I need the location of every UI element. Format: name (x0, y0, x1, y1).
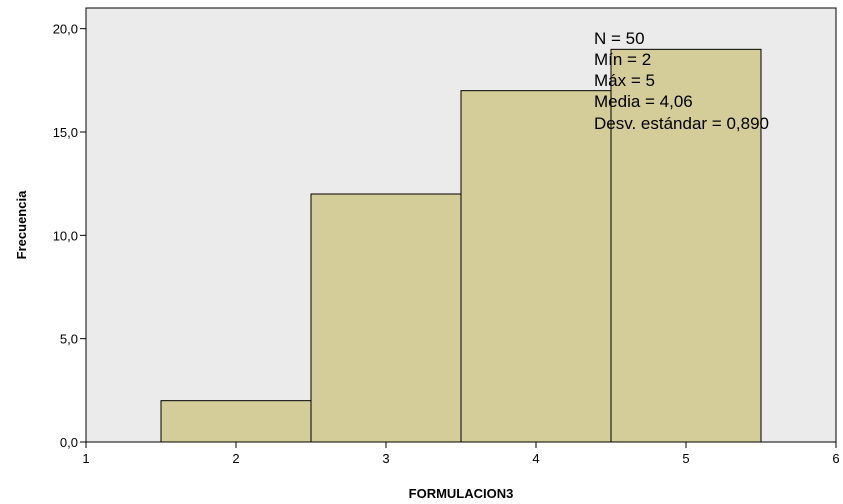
x-tick-label: 2 (232, 451, 239, 466)
stat-std-dev: Desv. estándar = 0,890 (594, 114, 769, 133)
y-tick-label: 10,0 (53, 228, 78, 243)
y-tick-label: 20,0 (53, 22, 78, 37)
bars-group (160, 48, 762, 443)
x-tick-label: 6 (832, 451, 839, 466)
stat-mean: Media = 4,06 (594, 92, 693, 111)
y-axis-ticks: 0,0 5,0 10,0 15,0 20,0 (53, 22, 86, 450)
x-axis-ticks: 1 2 3 4 5 6 (82, 442, 840, 466)
histogram-bar-3 (460, 90, 612, 443)
histogram-bar-4 (610, 48, 762, 443)
x-tick-label: 5 (682, 451, 689, 466)
y-tick-label: 5,0 (60, 332, 78, 347)
x-tick-label: 3 (382, 451, 389, 466)
stat-n: N = 50 (594, 29, 645, 48)
y-tick-label: 15,0 (53, 125, 78, 140)
x-tick-label: 1 (82, 451, 89, 466)
y-axis-title: Frecuencia (14, 190, 29, 259)
histogram-bar-2 (310, 193, 462, 443)
histogram-bar-1 (160, 400, 312, 443)
y-tick-label: 0,0 (60, 435, 78, 450)
stat-max: Máx = 5 (594, 71, 655, 90)
stat-min: Mín = 2 (594, 50, 651, 69)
x-tick-label: 4 (532, 451, 539, 466)
x-axis-title: FORMULACION3 (409, 486, 514, 501)
